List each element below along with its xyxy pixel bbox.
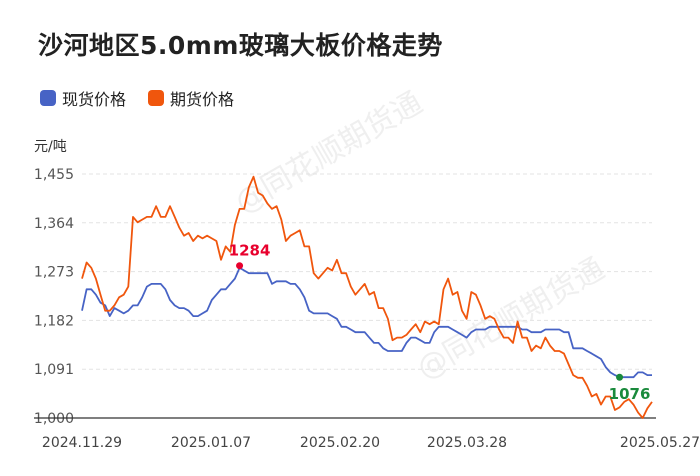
max-point-marker: [236, 262, 244, 270]
x-tick-label: 2025.02.20: [300, 435, 380, 451]
y-axis-unit: 元/吨: [34, 139, 67, 155]
y-tick-label: 1,273: [34, 265, 74, 281]
chart-title: 沙河地区5.0mm玻璃大板价格走势: [38, 31, 443, 60]
y-tick-label: 1,455: [34, 167, 74, 183]
futures-price-line: [81, 175, 653, 419]
y-tick-label: 1,182: [34, 313, 74, 329]
legend-swatch-futures: [148, 90, 165, 106]
x-tick-label: 2025.05.27: [620, 435, 700, 451]
legend-label-spot: 现货价格: [62, 90, 127, 109]
spot-price-line: [81, 266, 652, 379]
x-tick-label: 2025.03.28: [427, 435, 507, 451]
max-point-label: 1284: [229, 242, 271, 260]
legend: 现货价格 期货价格: [40, 86, 234, 110]
y-tick-label: 1,000: [34, 411, 74, 427]
legend-label-futures: 期货价格: [170, 90, 235, 109]
legend-swatch-spot: [40, 90, 56, 106]
x-tick-label: 2025.01.07: [171, 435, 251, 451]
y-tick-label: 1,091: [34, 362, 74, 378]
legend-item-spot[interactable]: 现货价格: [40, 86, 126, 110]
x-tick-label: 2024.11.29: [42, 435, 122, 451]
y-tick-label: 1,364: [34, 216, 74, 232]
legend-item-futures[interactable]: 期货价格: [148, 86, 234, 110]
min-point-marker: [616, 373, 624, 381]
min-point-label: 1076: [609, 385, 651, 403]
